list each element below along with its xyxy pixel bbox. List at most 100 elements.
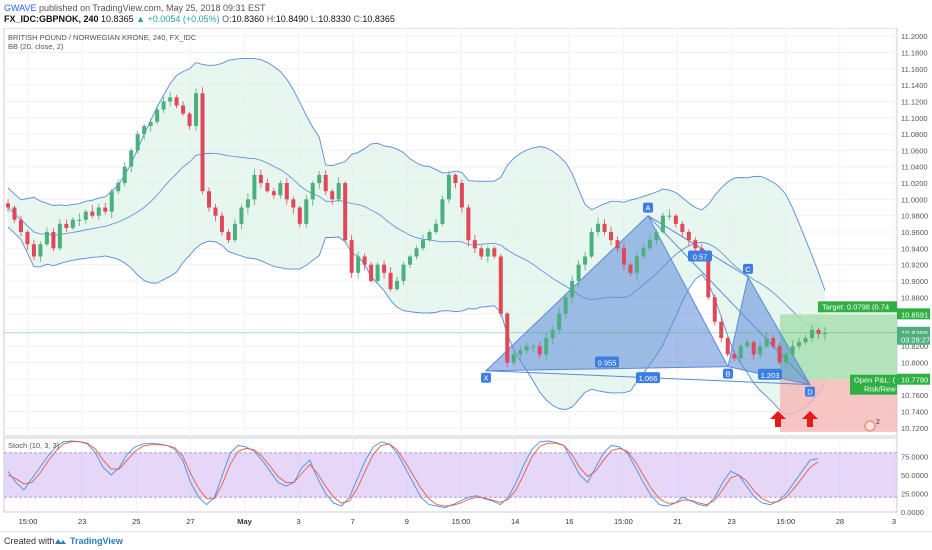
candle-body — [738, 346, 743, 359]
candle-body — [446, 174, 451, 200]
axis-price-label: 10.8591 — [901, 310, 928, 319]
symbol-quote-line: FX_IDC:GBPNOK, 240 10.8365 ▲ +0.0054 (+0… — [4, 14, 395, 24]
footer-bar: Created with TradingView — [0, 531, 932, 550]
candle-body — [194, 93, 199, 126]
author-name[interactable]: GWAVE — [4, 3, 37, 13]
red-up-arrow-icon — [770, 411, 786, 427]
candle-body — [654, 232, 659, 241]
candle-body — [485, 248, 490, 257]
candle-body — [31, 244, 36, 257]
candle-body — [25, 232, 30, 245]
candle-body — [797, 342, 802, 347]
candle-body — [382, 264, 387, 273]
time-tick-label: 23 — [78, 517, 86, 526]
candle-body — [297, 207, 302, 224]
stoch-tick-label: 25.0000 — [901, 490, 928, 499]
axis-price-box — [897, 308, 930, 320]
ratio-label: 1.066 — [639, 374, 658, 383]
ratio-label: 1.203 — [761, 371, 780, 380]
candle-body — [330, 191, 335, 200]
candle-body — [129, 150, 134, 167]
candle-body — [680, 223, 685, 232]
legend-title: BRITISH POUND / NORWEGIAN KRONE, 240, FX… — [8, 33, 197, 42]
price-tick-label: 11.0200 — [901, 179, 928, 188]
price-tick-label: 10.8800 — [901, 293, 928, 302]
candle-body — [433, 223, 438, 232]
time-tick-label: 27 — [186, 517, 194, 526]
candle-body — [343, 183, 348, 241]
price-tick-label: 10.8200 — [901, 342, 928, 351]
candle-body — [537, 346, 542, 355]
time-tick-label: 7 — [351, 517, 355, 526]
candle-body — [492, 248, 497, 257]
candle-body — [239, 207, 244, 224]
candle-body — [589, 232, 594, 257]
legend: BRITISH POUND / NORWEGIAN KRONE, 240, FX… — [8, 33, 197, 450]
pattern-point-box — [643, 202, 653, 213]
candle-body — [810, 329, 815, 339]
candle-body — [96, 207, 101, 216]
candle-body — [660, 215, 665, 232]
time-tick-label: 23 — [727, 517, 735, 526]
candle-body — [414, 248, 419, 257]
pattern-ad-line — [647, 215, 811, 385]
pattern-point-box — [743, 263, 753, 274]
axis-price-box — [897, 333, 930, 345]
ratio-box — [688, 250, 712, 262]
symbol-label[interactable]: FX_IDC:GBPNOK, 240 — [4, 14, 99, 24]
candles — [6, 86, 827, 368]
axis-price-box — [897, 326, 930, 338]
candle-body — [271, 191, 276, 196]
candle-body — [232, 223, 237, 241]
price-tick-label: 11.0400 — [901, 163, 928, 172]
price-tick-label: 11.0800 — [901, 130, 928, 139]
pattern-point-a: A — [645, 204, 650, 213]
signal-arrows — [770, 411, 818, 427]
close-label: C: — [353, 14, 363, 24]
candle-body — [784, 354, 789, 363]
ratio-label: 0.57 — [693, 252, 708, 261]
time-tick-label: 15:00 — [614, 517, 633, 526]
candle-body — [349, 240, 354, 273]
candle-body — [90, 211, 95, 216]
stoch-d-line — [7, 441, 819, 507]
candle-body — [103, 207, 108, 212]
tradingview-brand[interactable]: TradingView — [70, 536, 123, 546]
candle-body — [563, 297, 568, 314]
chart-canvas[interactable]: 11.2000 11.1800 11.1600 11.1400 11.1200 11.10… — [0, 28, 932, 531]
price-tick-label: 11.2000 — [901, 32, 928, 41]
risk-reward-label: Risk/Rew — [864, 385, 896, 394]
candle-body — [148, 121, 153, 126]
pattern-point-box — [481, 372, 491, 383]
candle-body — [44, 232, 49, 245]
candle-body — [816, 329, 821, 334]
candle-body — [168, 97, 173, 102]
candle-body — [790, 346, 795, 355]
candle-body — [518, 350, 523, 355]
candle-body — [777, 346, 782, 363]
candle-body — [647, 240, 652, 249]
candle-body — [641, 248, 646, 257]
pattern-point-x: X — [483, 374, 488, 383]
red-up-arrow-icon — [802, 411, 818, 427]
candle-body — [550, 329, 555, 339]
candle-body — [135, 134, 140, 151]
candle-body — [369, 264, 374, 281]
candle-body — [317, 174, 322, 184]
time-tick-label: 9 — [405, 517, 409, 526]
legend-stoch: Stoch (10, 3, 3) — [8, 441, 60, 450]
candle-body — [291, 199, 296, 208]
candle-body — [64, 223, 69, 228]
bb-basis-line — [7, 152, 826, 338]
candle-body — [18, 219, 23, 232]
created-with-text: Created with — [4, 536, 55, 546]
price-tick-label: 10.7200 — [901, 424, 928, 433]
pattern-point-d: D — [807, 388, 813, 397]
candle-body — [557, 313, 562, 330]
candle-body — [706, 256, 711, 298]
pattern-labels: X A B C D 0.955 1.066 0.57 1.203 — [481, 202, 815, 397]
price-tick-label: 10.8000 — [901, 359, 928, 368]
axis-price-label: 10.7790 — [901, 376, 928, 385]
legend-bb: BB (20, close, 2) — [8, 42, 64, 51]
candle-body — [667, 215, 672, 217]
